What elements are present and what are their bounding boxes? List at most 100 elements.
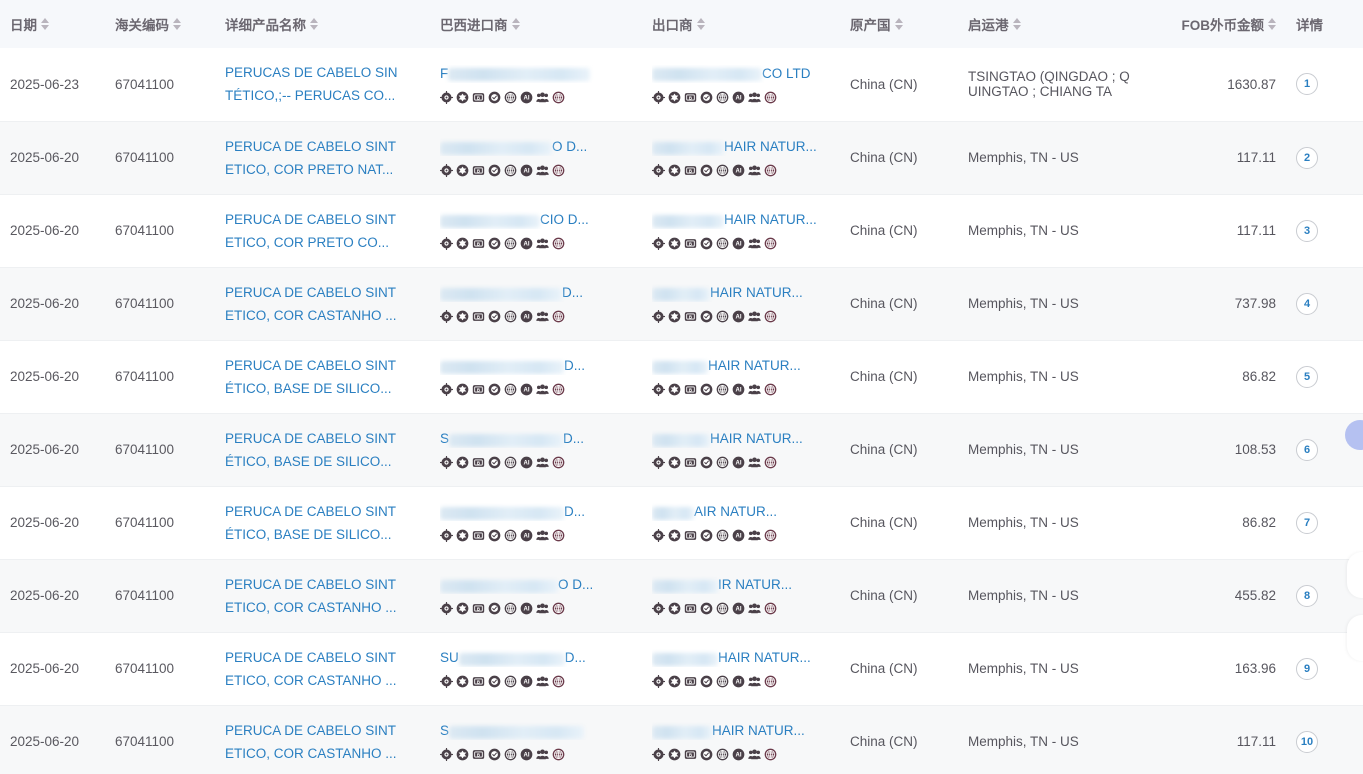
exporter-name[interactable]: HAIR NATUR...: [652, 430, 830, 448]
business-card-icon[interactable]: B: [472, 748, 485, 761]
globe-dark-icon[interactable]: [764, 237, 777, 250]
globe-icon[interactable]: [716, 164, 729, 177]
sort-icon[interactable]: [173, 18, 181, 30]
product-name-link-cont[interactable]: TÉTICO,;-- PERUCAS CO...: [225, 88, 396, 104]
table-row[interactable]: 2025-06-20 67041100 PERUCA DE CABELO SINT E…: [0, 559, 1363, 632]
product-name-link[interactable]: PERUCAS DE CABELO SIN: [225, 65, 398, 81]
exporter-name[interactable]: AIR NATUR...: [652, 503, 830, 521]
business-card-icon[interactable]: B: [684, 91, 697, 104]
scroll-to-top-orb[interactable]: [1345, 420, 1363, 450]
ai-icon[interactable]: AI: [520, 456, 533, 469]
globe-dark-icon[interactable]: [764, 602, 777, 615]
globe-icon[interactable]: [716, 602, 729, 615]
table-row[interactable]: 2025-06-20 67041100 PERUCA DE CABELO SINT É…: [0, 340, 1363, 413]
exporter-name[interactable]: HAIR NATUR...: [652, 357, 830, 375]
clover-icon[interactable]: [456, 529, 469, 542]
check-circle-icon[interactable]: [488, 383, 501, 396]
ai-icon[interactable]: AI: [520, 529, 533, 542]
detail-index-badge[interactable]: 7: [1296, 511, 1318, 534]
check-circle-icon[interactable]: [700, 675, 713, 688]
check-circle-icon[interactable]: [488, 164, 501, 177]
column-header-hs-code[interactable]: 海关编码: [105, 0, 215, 48]
ai-icon[interactable]: AI: [520, 164, 533, 177]
target-icon[interactable]: [652, 748, 665, 761]
sort-icon[interactable]: [696, 18, 705, 30]
target-icon[interactable]: [440, 383, 453, 396]
importer-name[interactable]: D...: [440, 357, 632, 375]
business-card-icon[interactable]: B: [684, 529, 697, 542]
business-card-icon[interactable]: B: [472, 91, 485, 104]
exporter-name[interactable]: HAIR NATUR...: [652, 649, 830, 667]
ai-icon[interactable]: AI: [520, 602, 533, 615]
check-circle-icon[interactable]: [488, 310, 501, 323]
product-name-link-cont[interactable]: ETICO, COR CASTANHO ...: [225, 307, 397, 323]
business-card-icon[interactable]: B: [472, 675, 485, 688]
sort-icon[interactable]: [310, 18, 318, 30]
target-icon[interactable]: [440, 237, 453, 250]
check-circle-icon[interactable]: [488, 91, 501, 104]
globe-icon[interactable]: [504, 91, 517, 104]
importer-name[interactable]: S: [440, 722, 632, 740]
business-card-icon[interactable]: B: [684, 383, 697, 396]
business-card-icon[interactable]: B: [684, 602, 697, 615]
check-circle-icon[interactable]: [700, 748, 713, 761]
check-circle-icon[interactable]: [488, 602, 501, 615]
business-card-icon[interactable]: B: [472, 237, 485, 250]
clover-icon[interactable]: [456, 748, 469, 761]
clover-icon[interactable]: [668, 91, 681, 104]
detail-index-badge[interactable]: 4: [1296, 292, 1318, 315]
check-circle-icon[interactable]: [700, 164, 713, 177]
globe-icon[interactable]: [716, 237, 729, 250]
globe-icon[interactable]: [716, 675, 729, 688]
ai-icon[interactable]: AI: [732, 91, 745, 104]
globe-icon[interactable]: [716, 529, 729, 542]
product-name-link[interactable]: PERUCA DE CABELO SINT: [225, 503, 397, 519]
product-name-link[interactable]: PERUCA DE CABELO SINT: [225, 576, 397, 592]
check-circle-icon[interactable]: [700, 91, 713, 104]
product-name-link[interactable]: PERUCA DE CABELO SINT: [225, 211, 397, 227]
globe-dark-icon[interactable]: [764, 164, 777, 177]
sort-icon[interactable]: [511, 18, 520, 30]
clover-icon[interactable]: [668, 310, 681, 323]
sort-icon[interactable]: [1268, 18, 1276, 30]
globe-icon[interactable]: [716, 310, 729, 323]
business-card-icon[interactable]: B: [472, 602, 485, 615]
product-name-link-cont[interactable]: ETICO, COR PRETO CO...: [225, 234, 390, 250]
table-row[interactable]: 2025-06-23 67041100 PERUCAS DE CABELO SIN T…: [0, 48, 1363, 121]
clover-icon[interactable]: [668, 602, 681, 615]
clover-icon[interactable]: [456, 383, 469, 396]
globe-icon[interactable]: [716, 383, 729, 396]
clover-icon[interactable]: [668, 237, 681, 250]
detail-index-badge[interactable]: 6: [1296, 438, 1318, 461]
ai-icon[interactable]: AI: [732, 675, 745, 688]
clover-icon[interactable]: [668, 164, 681, 177]
importer-name[interactable]: D...: [440, 284, 632, 302]
globe-dark-icon[interactable]: [552, 383, 565, 396]
globe-dark-icon[interactable]: [764, 675, 777, 688]
check-circle-icon[interactable]: [700, 529, 713, 542]
clover-icon[interactable]: [668, 675, 681, 688]
product-name-link[interactable]: PERUCA DE CABELO SINT: [225, 357, 397, 373]
check-circle-icon[interactable]: [700, 602, 713, 615]
check-circle-icon[interactable]: [488, 237, 501, 250]
people-group-icon[interactable]: [748, 91, 761, 104]
clover-icon[interactable]: [456, 164, 469, 177]
product-name-link-cont[interactable]: ETICO, COR CASTANHO ...: [225, 672, 397, 688]
product-name-link-cont[interactable]: ÉTICO, BASE DE SILICO...: [225, 380, 392, 396]
people-group-icon[interactable]: [748, 748, 761, 761]
people-group-icon[interactable]: [536, 383, 549, 396]
column-header-date[interactable]: 日期: [0, 0, 105, 48]
people-group-icon[interactable]: [748, 675, 761, 688]
globe-icon[interactable]: [504, 237, 517, 250]
importer-name[interactable]: S D...: [440, 430, 632, 448]
clover-icon[interactable]: [668, 383, 681, 396]
globe-icon[interactable]: [504, 602, 517, 615]
column-header-exporter[interactable]: 出口商: [642, 0, 840, 48]
sort-icon[interactable]: [894, 18, 903, 30]
ai-icon[interactable]: AI: [732, 310, 745, 323]
ai-icon[interactable]: AI: [520, 748, 533, 761]
globe-icon[interactable]: [504, 310, 517, 323]
table-row[interactable]: 2025-06-20 67041100 PERUCA DE CABELO SINT É…: [0, 486, 1363, 559]
people-group-icon[interactable]: [748, 602, 761, 615]
people-group-icon[interactable]: [536, 675, 549, 688]
